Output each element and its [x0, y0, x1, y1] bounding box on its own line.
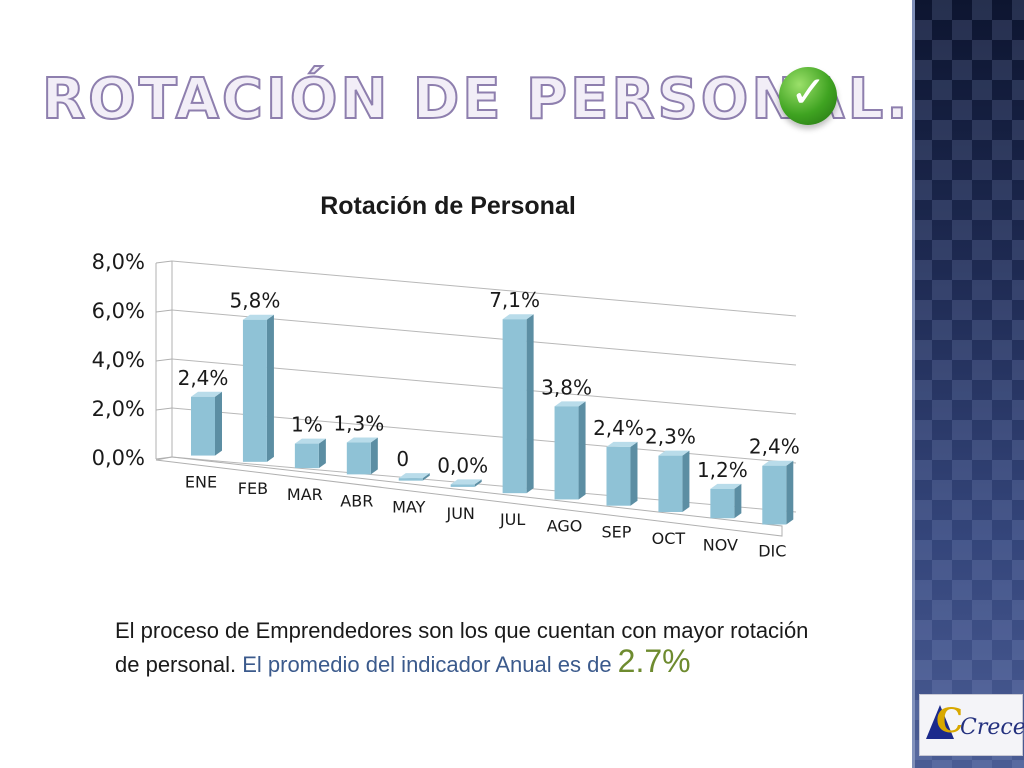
- sidebar-decoration: [912, 0, 1024, 768]
- bar-side: [526, 314, 534, 494]
- caption-average-unit: %: [662, 643, 691, 679]
- bar-side: [630, 441, 638, 506]
- data-label: 2,3%: [645, 425, 696, 449]
- bar-top: [606, 441, 638, 447]
- bar-top: [762, 460, 794, 466]
- slide-title: Rotación de personal.: [41, 67, 911, 132]
- bar-side: [474, 479, 482, 487]
- chart-grid: [155, 260, 797, 537]
- grid-line: [171, 260, 797, 317]
- bar-top: [242, 314, 274, 320]
- bar: [762, 465, 787, 525]
- x-tick-label: SEP: [602, 523, 632, 542]
- caption-text: El proceso de Emprendedores son los que …: [115, 618, 809, 677]
- grid-line: [171, 358, 797, 415]
- x-tick-label: MAR: [287, 485, 323, 504]
- bar-top: [502, 314, 534, 320]
- y-tick-label: 4,0%: [92, 348, 145, 372]
- bar-top: [554, 401, 586, 407]
- data-label: 0: [396, 447, 409, 471]
- bar: [450, 484, 475, 487]
- grid-line: [155, 309, 173, 313]
- bar: [294, 443, 319, 469]
- data-label: 0,0%: [437, 453, 488, 477]
- bar-side: [370, 437, 378, 475]
- x-tick-label: OCT: [652, 529, 686, 548]
- sidebar-pattern: [912, 0, 1024, 768]
- grid-line: [155, 358, 173, 362]
- bar-top: [346, 437, 378, 443]
- data-label: 1,2%: [697, 458, 748, 482]
- y-tick-label: 6,0%: [92, 299, 145, 323]
- bar-side: [578, 401, 586, 500]
- caption-average-text: El promedio del indicador Anual es de: [236, 652, 618, 677]
- data-label: 5,8%: [230, 289, 281, 313]
- x-tick-label: ENE: [185, 473, 217, 492]
- bar-chart: Rotación de Personal 0,0% 2,0% 4,0% 6,0% 8,0…: [92, 192, 800, 561]
- grid-line: [171, 407, 797, 464]
- data-label: 1,3%: [333, 412, 384, 436]
- caption: El proceso de Emprendedores son los que …: [115, 615, 815, 680]
- x-tick-label: NOV: [703, 535, 738, 554]
- y-tick-label: 8,0%: [92, 250, 145, 274]
- bar-side: [786, 460, 794, 525]
- data-label: 1%: [291, 413, 323, 437]
- x-tick-label: JUN: [445, 504, 474, 523]
- grid-line: [155, 260, 173, 264]
- bar: [191, 396, 215, 456]
- bar-side: [266, 314, 274, 462]
- checkmark-icon: ✓: [779, 67, 837, 125]
- chart-title: Rotación de Personal: [320, 192, 576, 220]
- logo-text: Crece: [960, 715, 1024, 740]
- bar-side: [734, 483, 742, 519]
- bar: [554, 406, 579, 500]
- bar: [606, 446, 631, 506]
- x-axis: ENE FEB MAR ABR MAY JUN JUL AGO SEP OCT NOV DIC: [185, 473, 787, 561]
- y-axis: 0,0% 2,0% 4,0% 6,0% 8,0%: [92, 250, 145, 470]
- bar-side: [682, 450, 690, 512]
- slide-title-text: Rotación de personal.: [41, 67, 911, 132]
- bar: [242, 319, 267, 462]
- chart-floor: [155, 456, 783, 537]
- bar-top: [710, 483, 742, 489]
- bar-top: [191, 391, 222, 397]
- chart-bars: 2,4%5,8%1% 1,3%0 0,0%7,1%3,8%2,4% 2,3%1,2%2…: [178, 288, 800, 525]
- bar: [346, 442, 371, 475]
- caption-average-value: 2.7: [617, 643, 663, 679]
- bar-top: [658, 450, 690, 456]
- data-label: 2,4%: [749, 435, 800, 459]
- bar-top: [294, 438, 326, 444]
- bar: [658, 455, 683, 512]
- grid-line: [171, 456, 797, 513]
- x-tick-label: FEB: [238, 479, 268, 498]
- data-label: 7,1%: [489, 288, 540, 312]
- bar: [710, 488, 735, 519]
- x-tick-label: JUL: [499, 510, 525, 529]
- bar-side: [422, 473, 430, 481]
- y-tick-label: 2,0%: [92, 397, 145, 421]
- bar-side: [318, 438, 326, 469]
- grid-line: [171, 309, 797, 366]
- data-label: 2,4%: [593, 416, 644, 440]
- x-tick-label: MAY: [392, 498, 426, 517]
- bar-side: [215, 391, 222, 456]
- bar-top: [398, 473, 430, 479]
- x-tick-label: AGO: [547, 516, 583, 535]
- x-tick-label: DIC: [758, 542, 786, 561]
- data-label: 2,4%: [178, 366, 229, 390]
- bar: [398, 478, 423, 481]
- x-tick-label: ABR: [340, 491, 373, 510]
- logo-c-icon: C: [936, 701, 964, 741]
- grid-line: [155, 407, 173, 411]
- crece-logo: C Crece: [919, 694, 1024, 756]
- bar-top: [450, 479, 482, 485]
- bar: [502, 319, 527, 494]
- y-tick-label: 0,0%: [92, 446, 145, 470]
- data-label: 3,8%: [541, 375, 592, 399]
- logo-triangle-icon: [926, 705, 954, 739]
